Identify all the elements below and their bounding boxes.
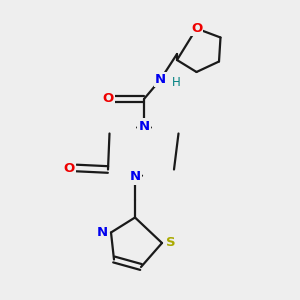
Text: N: N bbox=[155, 73, 166, 86]
Text: N: N bbox=[97, 226, 108, 239]
Text: N: N bbox=[129, 170, 141, 184]
Text: S: S bbox=[166, 236, 175, 250]
Text: O: O bbox=[63, 161, 75, 175]
Text: O: O bbox=[102, 92, 114, 106]
Text: O: O bbox=[191, 22, 202, 35]
Text: H: H bbox=[172, 76, 181, 89]
Text: N: N bbox=[138, 119, 150, 133]
